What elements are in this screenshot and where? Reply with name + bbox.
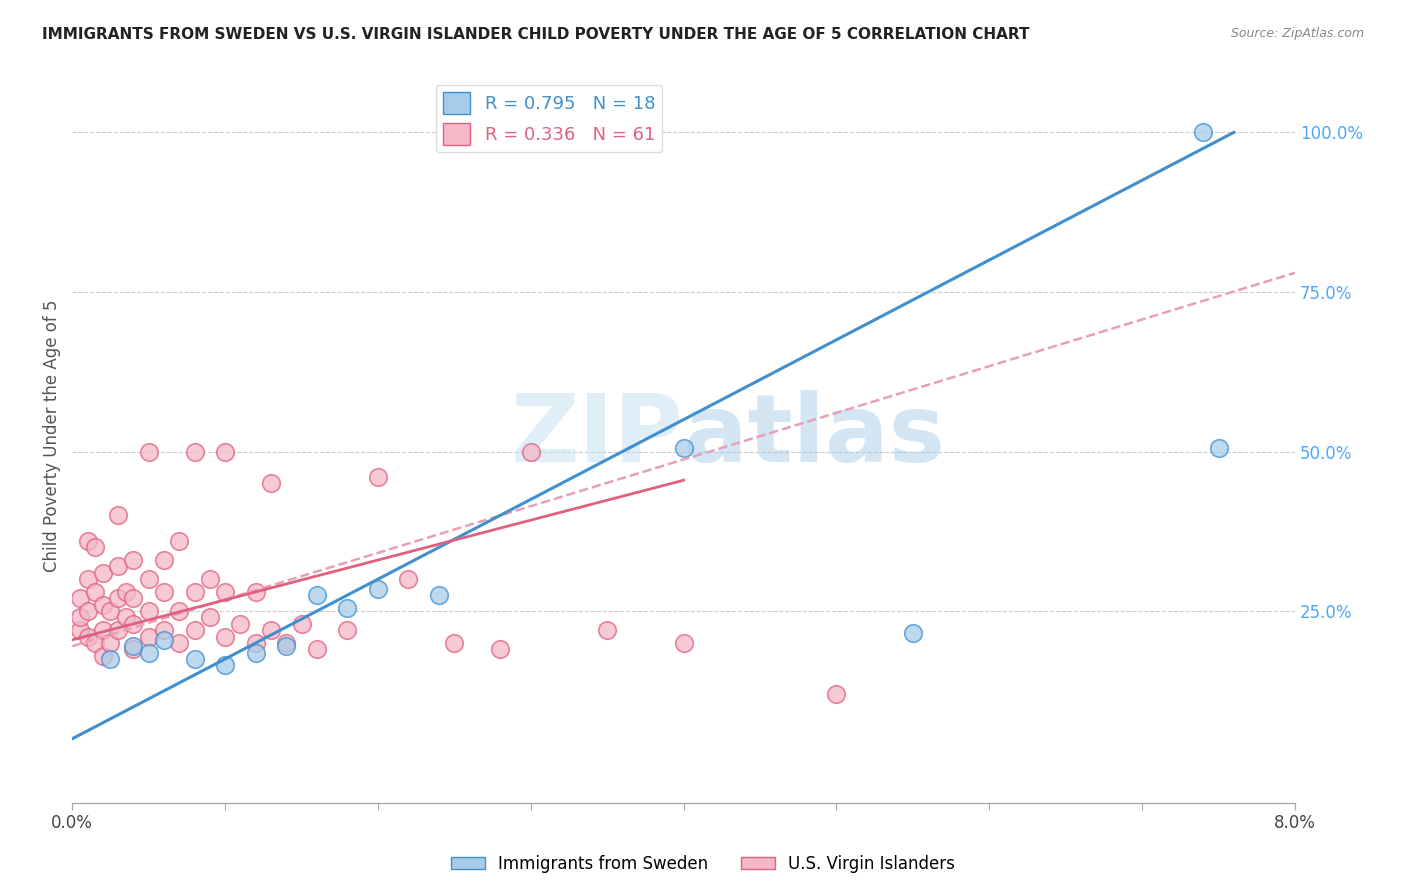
Legend: Immigrants from Sweden, U.S. Virgin Islanders: Immigrants from Sweden, U.S. Virgin Isla…: [444, 848, 962, 880]
Point: [367, 470, 389, 484]
Point: [1208, 442, 1230, 456]
Point: [672, 442, 695, 456]
Point: [276, 636, 298, 650]
Point: [122, 591, 145, 606]
Point: [183, 624, 205, 638]
Point: [229, 616, 252, 631]
Point: [76, 604, 98, 618]
Point: [489, 642, 512, 657]
Point: [138, 630, 160, 644]
Point: [1192, 125, 1215, 139]
Point: [167, 604, 190, 618]
Point: [336, 624, 359, 638]
Point: [398, 572, 420, 586]
Point: [138, 646, 160, 660]
Point: [214, 585, 236, 599]
Point: [122, 639, 145, 653]
Point: [76, 572, 98, 586]
Point: [672, 636, 695, 650]
Point: [69, 610, 91, 624]
Point: [245, 636, 267, 650]
Point: [100, 604, 122, 618]
Point: [183, 652, 205, 666]
Point: [901, 626, 924, 640]
Point: [91, 566, 114, 580]
Point: [153, 585, 176, 599]
Point: [100, 652, 122, 666]
Text: IMMIGRANTS FROM SWEDEN VS U.S. VIRGIN ISLANDER CHILD POVERTY UNDER THE AGE OF 5 : IMMIGRANTS FROM SWEDEN VS U.S. VIRGIN IS…: [42, 27, 1029, 42]
Point: [138, 604, 160, 618]
Point: [596, 624, 619, 638]
Text: ZIP: ZIP: [510, 390, 683, 482]
Text: Source: ZipAtlas.com: Source: ZipAtlas.com: [1230, 27, 1364, 40]
Point: [122, 553, 145, 567]
Point: [69, 591, 91, 606]
Point: [114, 585, 136, 599]
Point: [76, 630, 98, 644]
Point: [167, 533, 190, 548]
Point: [183, 444, 205, 458]
Point: [107, 559, 129, 574]
Point: [581, 125, 603, 139]
Point: [427, 588, 450, 602]
Text: atlas: atlas: [683, 390, 945, 482]
Point: [276, 639, 298, 653]
Point: [825, 687, 848, 701]
Point: [84, 541, 107, 555]
Point: [69, 624, 91, 638]
Point: [138, 444, 160, 458]
Point: [153, 553, 176, 567]
Point: [122, 642, 145, 657]
Point: [198, 610, 221, 624]
Point: [367, 582, 389, 596]
Point: [84, 636, 107, 650]
Point: [520, 444, 543, 458]
Point: [290, 616, 312, 631]
Point: [84, 585, 107, 599]
Point: [107, 508, 129, 523]
Point: [214, 630, 236, 644]
Point: [245, 585, 267, 599]
Point: [260, 624, 283, 638]
Point: [107, 591, 129, 606]
Point: [138, 572, 160, 586]
Point: [153, 624, 176, 638]
Point: [214, 444, 236, 458]
Point: [214, 658, 236, 673]
Y-axis label: Child Poverty Under the Age of 5: Child Poverty Under the Age of 5: [44, 300, 60, 572]
Point: [107, 624, 129, 638]
Point: [91, 598, 114, 612]
Point: [183, 585, 205, 599]
Point: [122, 616, 145, 631]
Point: [153, 632, 176, 647]
Point: [100, 636, 122, 650]
Point: [76, 533, 98, 548]
Legend: R = 0.795   N = 18, R = 0.336   N = 61: R = 0.795 N = 18, R = 0.336 N = 61: [436, 85, 662, 153]
Point: [198, 572, 221, 586]
Point: [305, 642, 328, 657]
Point: [443, 636, 465, 650]
Point: [336, 601, 359, 615]
Point: [245, 646, 267, 660]
Point: [167, 636, 190, 650]
Point: [260, 476, 283, 491]
Point: [91, 648, 114, 663]
Point: [565, 125, 588, 139]
Point: [305, 588, 328, 602]
Point: [114, 610, 136, 624]
Point: [91, 624, 114, 638]
